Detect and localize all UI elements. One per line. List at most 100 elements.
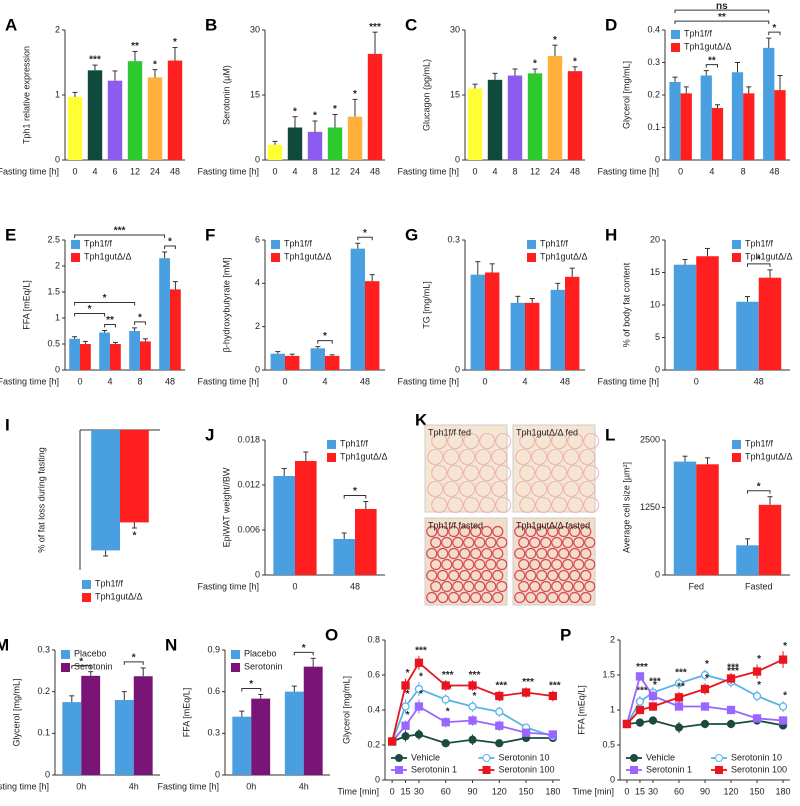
sig-label: * [353,89,357,100]
y-tick-label: 6 [255,234,260,244]
sig-label: * [757,654,761,665]
adipocyte [547,591,559,604]
bar [251,698,271,775]
adipocyte [431,433,448,449]
adipocyte [474,580,486,593]
adipocyte [584,580,596,593]
adipocyte [430,580,442,593]
adipocyte [479,497,496,513]
x-tick-label: 48 [350,581,360,591]
legend-swatch [327,440,336,449]
y-axis-label: FFA [mEq/L] [181,688,191,738]
legend-label: Tph1f/f [284,238,313,248]
adipocyte [536,591,548,604]
bar [170,289,181,370]
x-axis-label: Fasting time [h] [0,781,49,791]
x-tick-label: 0 [472,166,477,176]
bar [69,338,80,370]
legend-swatch [71,240,80,249]
panel-letter: A [5,15,17,34]
sig-label: *** [369,22,381,33]
x-tick-label: 48 [360,376,370,386]
legend-swatch [732,253,741,262]
adipocyte [427,449,444,465]
adipocyte [551,558,563,571]
adipocyte [540,580,552,593]
y-axis-label: % of body fat content [621,262,631,347]
adipocyte [547,481,564,497]
panel-letter: D [605,15,617,34]
legend-swatch [527,253,536,262]
adipocyte [540,536,552,549]
sig-bracket [317,340,333,344]
sig-label: * [353,486,357,497]
sig-label: * [653,680,657,691]
bar [267,144,283,160]
marker [635,718,645,727]
legend-label: Serotonin 100 [499,764,555,774]
x-tick-label: 4 [492,166,497,176]
sig-label: * [533,59,537,70]
marker [468,702,477,711]
bar [167,60,183,160]
adipocyte [459,591,471,604]
adipocyte [463,580,475,593]
sig-label: * [499,696,503,707]
legend-marker [630,766,638,774]
bar [680,93,692,160]
bar [485,272,500,370]
sig-label: *** [727,666,739,677]
adipocyte [562,536,574,549]
adipocyte [448,525,460,538]
adipocyte [551,536,563,549]
bar [81,675,101,775]
legend-label: Placebo [74,648,107,658]
legend-label: Tph1f/f [84,238,113,248]
x-tick-label: 48 [754,376,764,386]
bar [510,302,525,370]
bar [527,73,543,160]
sig-label: *** [549,680,561,691]
sig-label: * [249,679,253,690]
marker [778,716,788,725]
sig-label: * [302,643,306,654]
adipocyte [515,449,532,465]
marker [468,681,477,690]
y-tick-label: 2 [55,260,60,270]
y-tick-label: 0 [455,154,460,164]
marker [441,695,450,704]
sig-bracket [71,665,92,669]
x-tick-label: 48 [165,376,175,386]
sig-label: * [333,104,337,115]
bar [731,72,744,160]
x-tick-label: 8 [512,166,517,176]
bar [736,545,759,575]
adipocyte [426,547,438,560]
y-tick-label: 0 [255,154,260,164]
x-axis-label: Fasting time [h] [197,581,259,591]
legend-label: Tph1gutΔ/Δ [745,451,793,461]
legend-label: Tph1gutΔ/Δ [540,251,588,261]
sig-label: *** [636,686,648,697]
adipocyte [443,481,460,497]
bar [567,71,583,160]
panel-letter: O [325,625,338,644]
sig-label: * [419,672,423,683]
adipocyte [535,497,552,513]
sig-label: * [419,689,423,700]
sig-label: * [103,293,107,304]
y-tick-label: 30 [250,24,260,34]
sig-label: * [553,35,557,46]
bar [470,274,485,370]
adipocyte [531,449,548,465]
panel-letter: J [205,425,214,444]
y-tick-label: 1250 [640,502,660,512]
bar [525,302,540,370]
adipocyte [470,525,482,538]
y-tick-label: 0 [655,569,660,579]
x-axis-label: Time [min] [572,786,614,796]
marker [726,719,736,729]
legend-marker [395,766,403,774]
legend-swatch [61,650,70,659]
